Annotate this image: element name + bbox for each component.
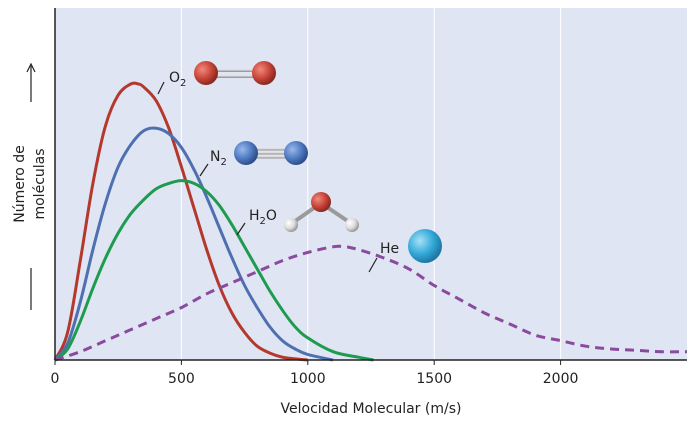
svg-text:O2: O2 bbox=[169, 70, 186, 89]
label-o2: O2 bbox=[157, 70, 186, 95]
label-n2-sub: 2 bbox=[220, 157, 226, 168]
series-line-o2 bbox=[53, 81, 308, 362]
o2-molecule-icon bbox=[194, 61, 276, 85]
grid-lines bbox=[180, 8, 562, 360]
n2-molecule-icon bbox=[234, 141, 308, 165]
y-axis-title-line2: moléculas bbox=[32, 148, 48, 219]
x-tick-label-1000: 1000 bbox=[290, 371, 326, 387]
y-axis-up-arrow-icon bbox=[26, 62, 36, 102]
label-he-main: He bbox=[380, 241, 399, 257]
label-n2-main: N bbox=[210, 149, 220, 165]
x-ticks: 0 500 1000 1500 2000 bbox=[51, 360, 579, 387]
curves bbox=[53, 81, 688, 362]
x-tick-label-1500: 1500 bbox=[416, 371, 452, 387]
x-tick-label-500: 500 bbox=[168, 371, 195, 387]
label-h2o-sub: 2 bbox=[260, 216, 266, 227]
x-axis-title: Velocidad Molecular (m/s) bbox=[281, 401, 462, 417]
series-line-h2o bbox=[54, 179, 374, 362]
y-axis-title: Número de moléculas bbox=[12, 145, 48, 223]
curve-labels: O2 N2 H2O He bbox=[157, 70, 399, 273]
series-line-n2 bbox=[53, 126, 334, 362]
he-atom-icon bbox=[408, 229, 442, 263]
x-tick-label-2000: 2000 bbox=[543, 371, 579, 387]
h2o-molecule-icon bbox=[284, 192, 359, 232]
label-h2o-main: H bbox=[249, 208, 260, 224]
x-tick-label-0: 0 bbox=[51, 371, 60, 387]
label-h2o-tail: O bbox=[266, 208, 277, 224]
label-o2-main: O bbox=[169, 70, 180, 86]
svg-text:H2O: H2O bbox=[249, 208, 277, 227]
plot-area bbox=[55, 8, 687, 360]
label-h2o: H2O bbox=[236, 208, 277, 236]
label-he: He bbox=[368, 241, 399, 273]
svg-text:N2: N2 bbox=[210, 149, 227, 168]
label-o2-sub: 2 bbox=[180, 78, 186, 89]
label-n2: N2 bbox=[199, 149, 227, 177]
y-axis-title-line1: Número de bbox=[12, 145, 28, 223]
